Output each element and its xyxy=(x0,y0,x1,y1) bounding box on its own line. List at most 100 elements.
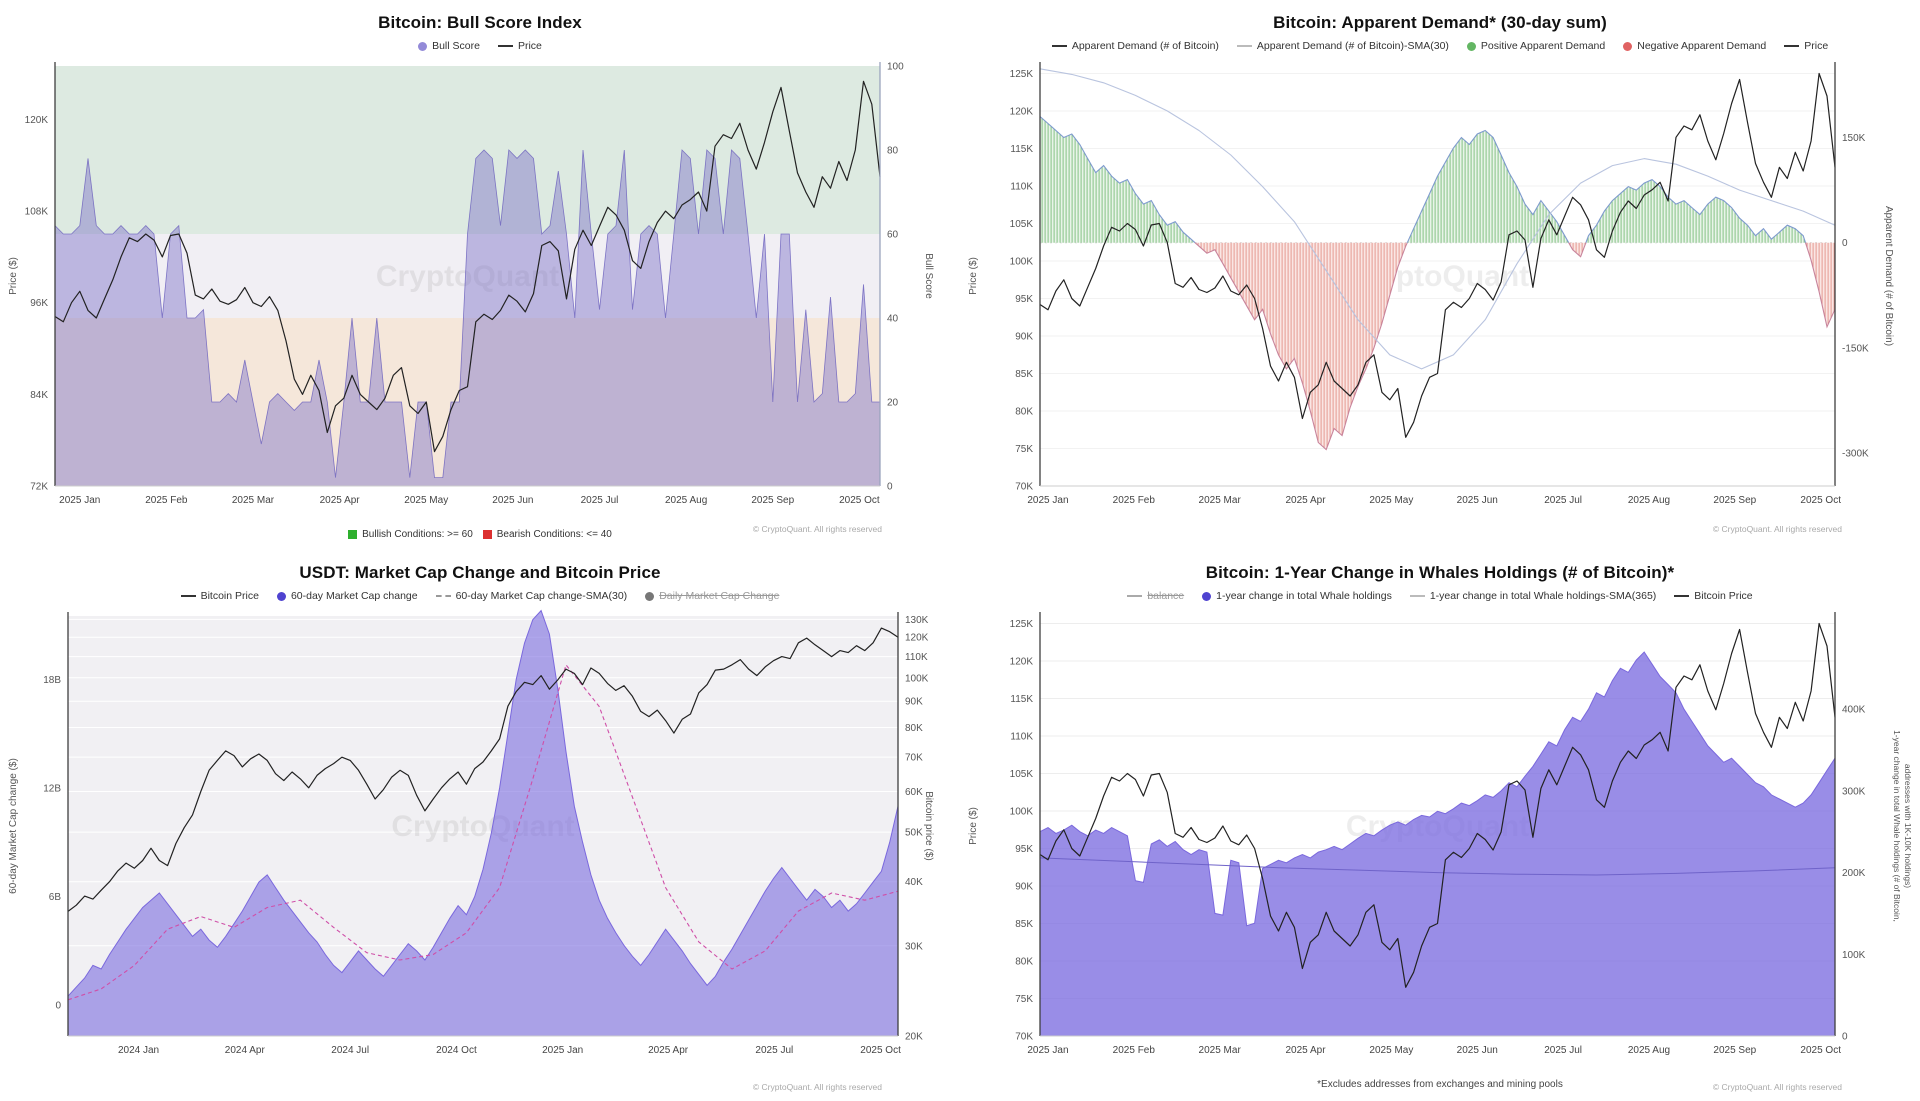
svg-text:100: 100 xyxy=(887,62,904,73)
legend-item[interactable]: Daily Market Cap Change xyxy=(645,590,779,602)
x-axis-ticks: 2025 Jan 2025 Feb 2025 Mar 2025 Apr 2025 May… xyxy=(59,495,880,506)
svg-text:108K: 108K xyxy=(25,207,49,218)
svg-text:2025 Apr: 2025 Apr xyxy=(1286,1045,1327,1056)
legend-item[interactable]: Price xyxy=(1784,40,1828,52)
svg-text:75K: 75K xyxy=(1015,994,1033,1005)
right-axis-ticks: 20K 30K 40K 50K 60K 70K 80K 90K 100K 110K 120K 130K xyxy=(905,615,929,1043)
svg-text:60: 60 xyxy=(887,230,899,241)
svg-text:110K: 110K xyxy=(1010,182,1033,193)
legend: Bitcoin Price 60-day Market Cap change 60-… xyxy=(0,590,960,602)
series-whale-change xyxy=(1039,651,1836,1036)
legend-dot-icon xyxy=(1466,41,1476,51)
legend-line-icon xyxy=(1127,595,1143,597)
svg-text:72K: 72K xyxy=(30,482,48,493)
svg-text:100K: 100K xyxy=(1842,950,1866,961)
legend-line-icon xyxy=(180,595,196,597)
svg-text:120K: 120K xyxy=(25,115,49,126)
series-price xyxy=(1039,622,1836,988)
left-axis-title: Price ($) xyxy=(968,807,979,845)
svg-text:2025 Oct: 2025 Oct xyxy=(860,1045,901,1056)
threshold-band xyxy=(55,234,880,318)
svg-text:2025 Jul: 2025 Jul xyxy=(1544,495,1582,506)
legend-item[interactable]: 60-day Market Cap change xyxy=(276,590,418,602)
svg-text:2025 May: 2025 May xyxy=(404,495,448,506)
left-axis-title: Price ($) xyxy=(8,257,19,295)
legend-item[interactable]: Positive Apparent Demand xyxy=(1466,40,1605,52)
svg-text:95K: 95K xyxy=(1015,294,1033,305)
svg-text:2024 Apr: 2024 Apr xyxy=(225,1045,266,1056)
svg-text:2025 Jan: 2025 Jan xyxy=(59,495,100,506)
legend-item[interactable]: Apparent Demand (# of Bitcoin)-SMA(30) xyxy=(1236,40,1449,52)
legend-label: Negative Apparent Demand xyxy=(1637,40,1767,52)
legend-item[interactable]: Bitcoin Price xyxy=(180,590,259,602)
svg-text:120K: 120K xyxy=(1010,657,1034,668)
svg-text:2025 Oct: 2025 Oct xyxy=(1800,495,1841,506)
legend-item[interactable]: Bearish Conditions: <= 40 xyxy=(482,529,612,540)
svg-text:2025 Aug: 2025 Aug xyxy=(1628,495,1670,506)
svg-text:120K: 120K xyxy=(905,633,929,644)
legend-item[interactable]: Bitcoin Price xyxy=(1674,590,1753,602)
svg-text:2025 Feb: 2025 Feb xyxy=(1113,495,1156,506)
watermark: CryptoQuant xyxy=(376,260,559,293)
legend-line-icon xyxy=(1784,45,1800,47)
svg-text:96K: 96K xyxy=(30,298,48,309)
svg-text:150K: 150K xyxy=(1842,133,1866,144)
legend-item[interactable]: balance xyxy=(1127,590,1184,602)
legend-line-icon xyxy=(1051,45,1067,47)
page-title: USDT: Market Cap Change and Bitcoin Pric… xyxy=(299,563,661,582)
svg-text:110K: 110K xyxy=(1010,732,1033,743)
svg-text:100K: 100K xyxy=(905,673,929,684)
legend-item[interactable]: Apparent Demand (# of Bitcoin) xyxy=(1051,40,1219,52)
legend-item[interactable]: Price xyxy=(497,40,542,52)
chart-canvas: CryptoQuant70K75K80K85K90K95K100K105K110… xyxy=(968,62,1894,506)
svg-text:6B: 6B xyxy=(49,892,62,903)
legend-item[interactable]: Bullish Conditions: >= 60 xyxy=(348,529,473,540)
legend-label: Bull Score xyxy=(432,40,480,52)
legend-dot-icon xyxy=(1623,41,1633,51)
copyright-note: © CryptoQuant. All rights reserved xyxy=(752,1082,882,1092)
svg-text:2025 Jan: 2025 Jan xyxy=(1027,495,1068,506)
legend-item[interactable]: Negative Apparent Demand xyxy=(1623,40,1766,52)
right-axis-title: Bull Score xyxy=(923,253,934,299)
legend-item[interactable]: 1-year change in total Whale holdings-SM… xyxy=(1409,590,1657,602)
legend-item[interactable]: Bull Score xyxy=(418,40,480,52)
svg-text:125K: 125K xyxy=(1010,619,1034,630)
svg-text:2025 Sep: 2025 Sep xyxy=(1713,495,1756,506)
legend-line-icon xyxy=(435,595,451,597)
legend: Bull Score Price xyxy=(0,40,960,52)
right-axis-ticks: 0 20 40 60 80 100 xyxy=(887,62,904,493)
svg-text:90K: 90K xyxy=(1015,332,1033,343)
right-axis-title: Apparent Demand (# of Bitcoin) xyxy=(1883,206,1894,346)
svg-text:70K: 70K xyxy=(1015,482,1033,493)
svg-text:2025 Jun: 2025 Jun xyxy=(1457,1045,1498,1056)
legend-label: 60-day Market Cap change-SMA(30) xyxy=(455,590,628,602)
svg-text:40: 40 xyxy=(887,314,899,325)
svg-text:85K: 85K xyxy=(1015,919,1033,930)
legend-label: 60-day Market Cap change xyxy=(290,590,418,602)
svg-text:2025 Jan: 2025 Jan xyxy=(542,1045,583,1056)
svg-text:400K: 400K xyxy=(1842,705,1866,716)
right-axis-title: addresses with 1K-10K holdings) xyxy=(1903,764,1913,888)
svg-text:130K: 130K xyxy=(905,615,929,626)
chart-panel-usdt-mcap: CryptoQuant 0 6B 12B 18B 20K 30K 40K 50K 60K 70K 80… xyxy=(0,550,960,1100)
legend-item[interactable]: 1-year change in total Whale holdings xyxy=(1202,590,1392,602)
right-axis-title: Bitcoin price ($) xyxy=(923,791,934,860)
svg-text:120K: 120K xyxy=(1010,107,1034,118)
chart-canvas: CryptoQuant 72K 84K 96K 108K 120K 0 20 40 60 80 100… xyxy=(8,62,934,507)
svg-text:0: 0 xyxy=(1842,238,1848,249)
left-axis-ticks: 72K 84K 96K 108K 120K xyxy=(25,115,49,493)
svg-text:40K: 40K xyxy=(905,877,923,888)
legend-dot-icon xyxy=(276,591,286,601)
legend-dot-icon xyxy=(645,591,655,601)
series-apparent-demand xyxy=(1039,116,1836,451)
svg-text:2025 Mar: 2025 Mar xyxy=(1199,495,1242,506)
x-axis-ticks: 2025 Jan 2025 Feb 2025 Mar 2025 Apr 2025 May… xyxy=(1027,1045,1841,1056)
page-title: Bitcoin: 1-Year Change in Whales Holding… xyxy=(1205,563,1675,582)
legend-label: Bitcoin Price xyxy=(1694,590,1753,602)
legend-label: Bitcoin Price xyxy=(200,590,259,602)
svg-text:2025 Sep: 2025 Sep xyxy=(1713,1045,1756,1056)
legend-label: 1-year change in total Whale holdings-SM… xyxy=(1429,590,1657,602)
series-mcap-change xyxy=(67,609,899,1036)
legend-item[interactable]: 60-day Market Cap change-SMA(30) xyxy=(435,590,628,602)
left-axis-ticks: 70K 75K 80K 85K 90K 95K 100K 105K 110K 115K 120K 12… xyxy=(1010,619,1034,1043)
